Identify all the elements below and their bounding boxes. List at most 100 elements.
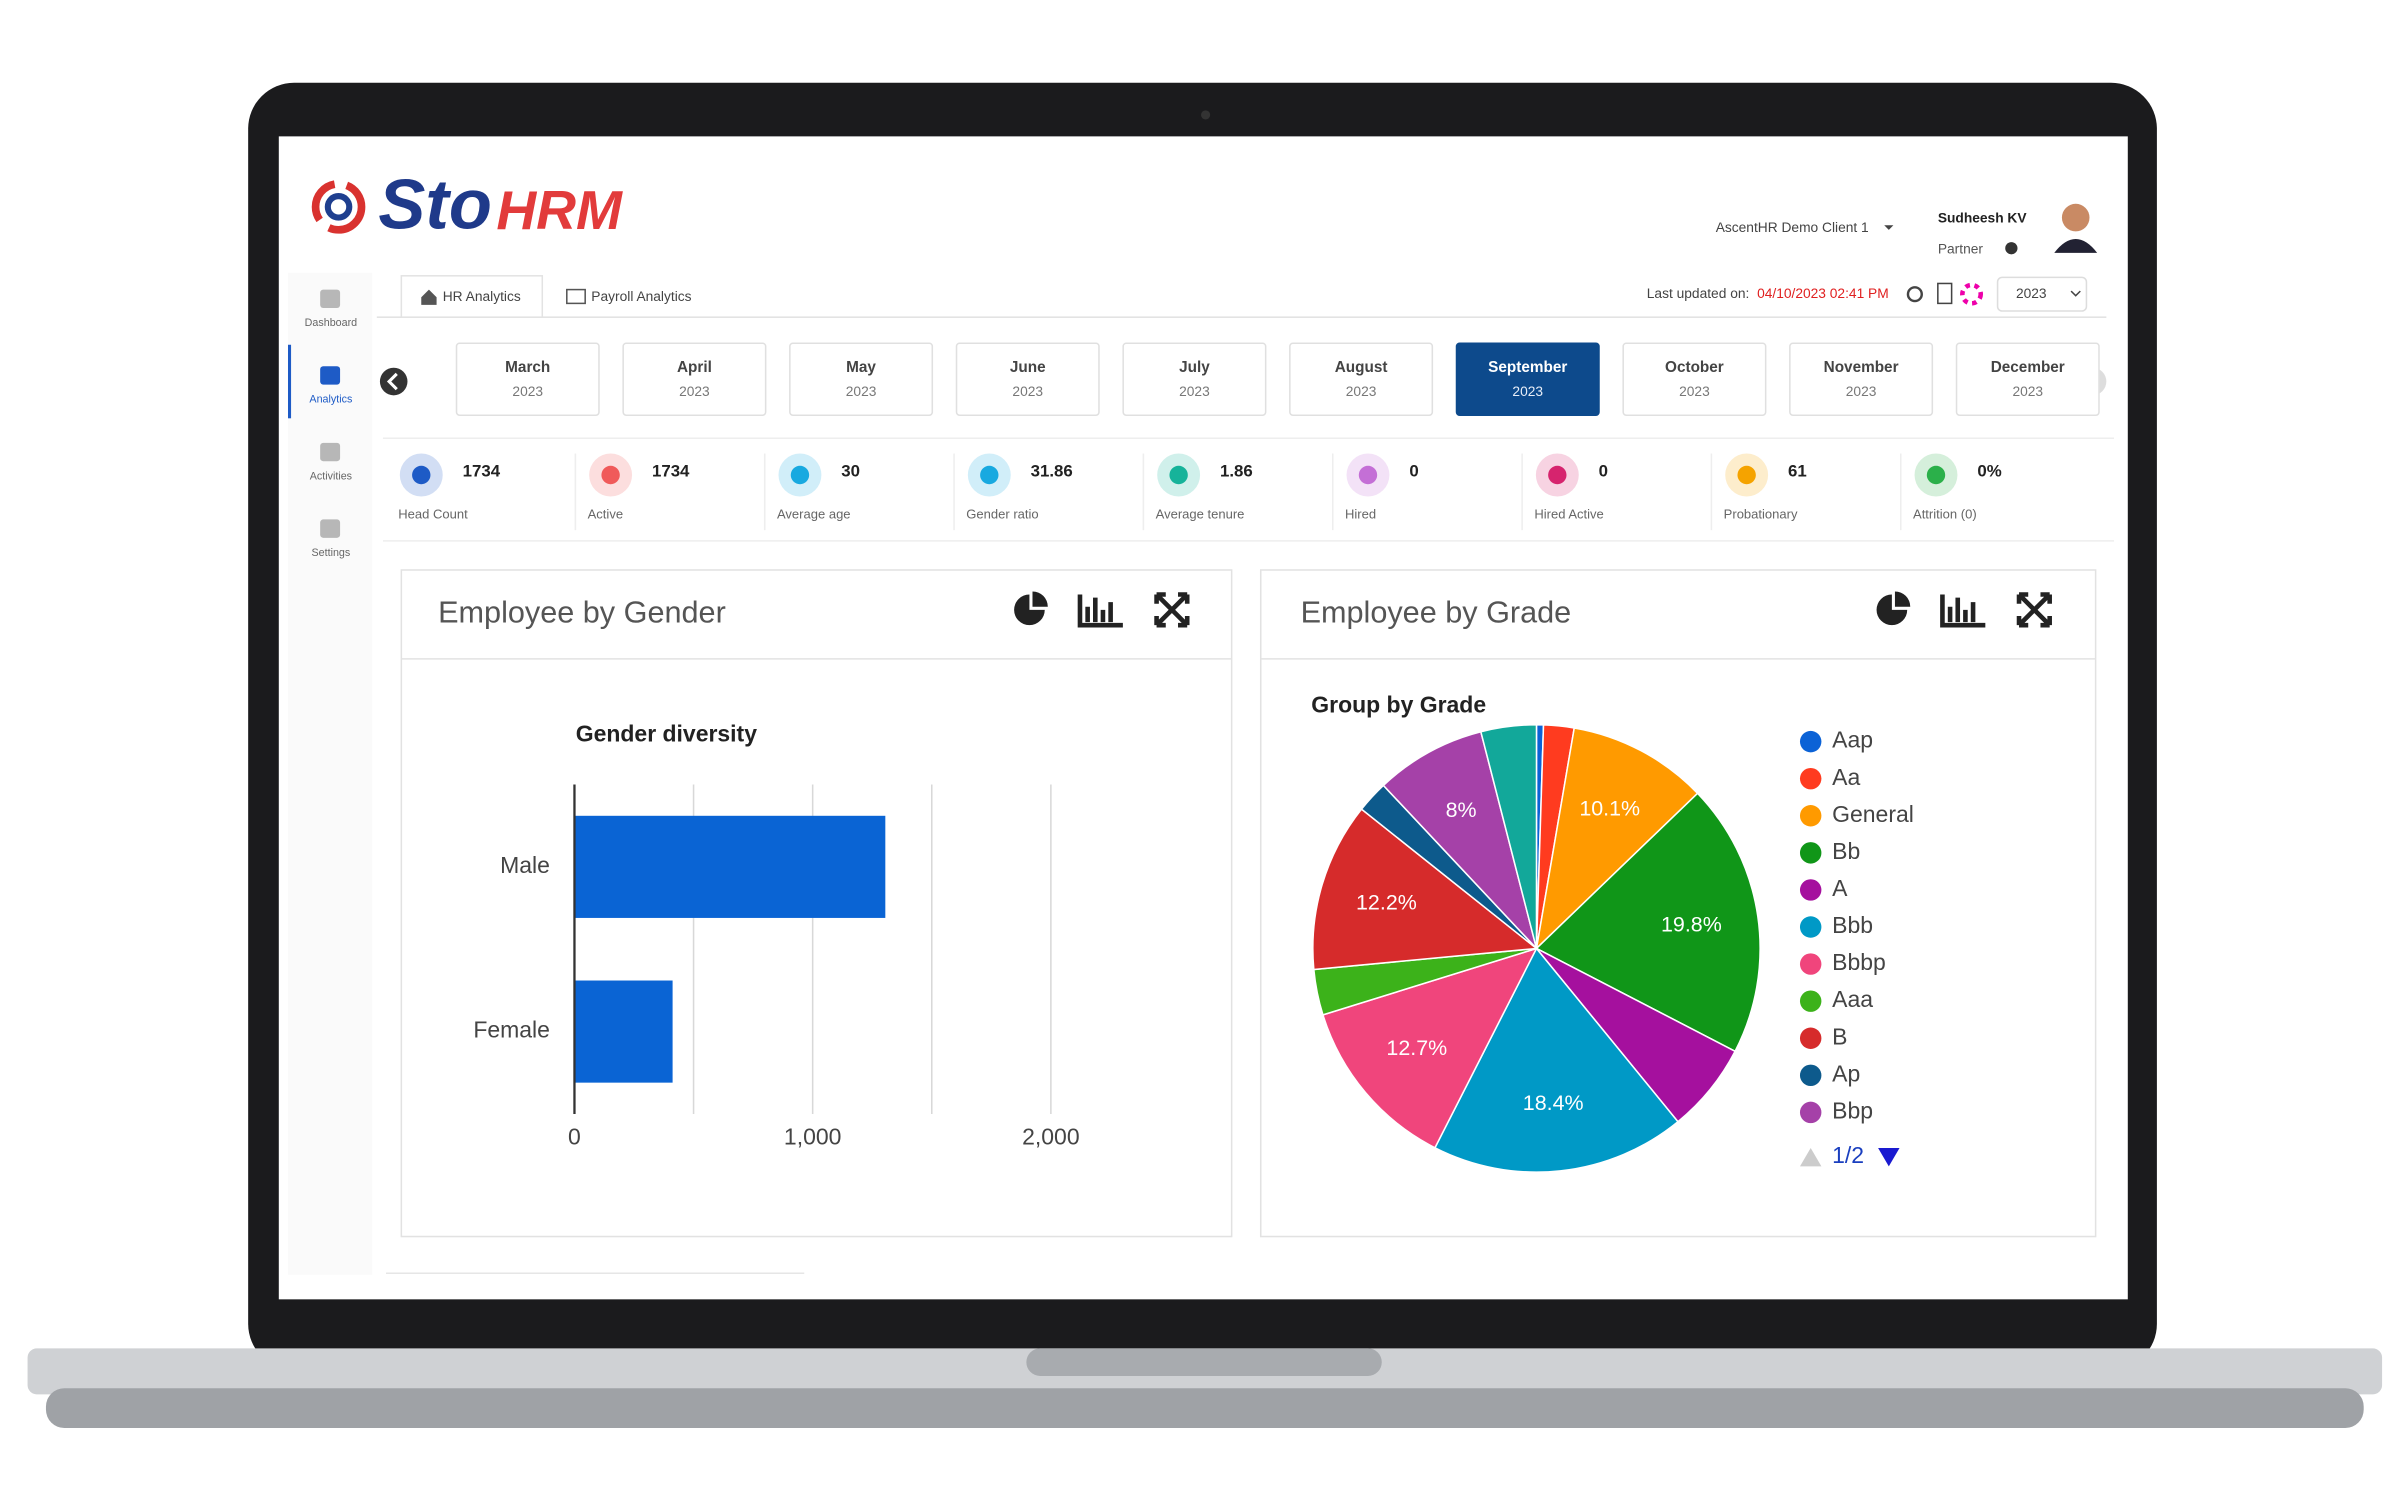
month-name[interactable]: October [1665, 359, 1724, 376]
month-card[interactable] [622, 342, 767, 417]
fullscreen-button[interactable] [1154, 592, 1190, 628]
legend-label[interactable]: General [1832, 801, 1914, 827]
month-name[interactable]: September [1488, 359, 1567, 376]
month-name[interactable]: March [505, 359, 550, 376]
kpi-label: Probationary [1724, 506, 1798, 521]
tab[interactable]: HR Analytics [443, 289, 521, 304]
legend-label[interactable]: Aap [1832, 727, 1873, 753]
legend-label[interactable]: Aaa [1832, 986, 1873, 1012]
month-year[interactable]: 2023 [1179, 384, 1210, 399]
legend-label[interactable]: Ap [1832, 1060, 1860, 1086]
legend-swatch [1799, 953, 1822, 975]
kpi-icon [980, 465, 999, 485]
sidebar-icon[interactable] [320, 366, 341, 385]
year-select[interactable] [1996, 276, 2088, 312]
sidebar-label[interactable]: Activities [310, 470, 352, 482]
year-value[interactable]: 2023 [2016, 286, 2047, 301]
kpi-icon [1358, 465, 1378, 485]
month-card[interactable] [955, 342, 1100, 417]
legend-label[interactable]: Bbbp [1832, 949, 1886, 975]
fullscreen-button[interactable] [2016, 592, 2052, 628]
pie-chart: Group by Grade 10.1% 19.8% 18.4% 12.7% 12.2% 8… [1311, 691, 1914, 1173]
pie-slice [1479, 723, 1538, 949]
chart-title: Gender diversity [576, 721, 757, 747]
kpi-label: Attrition (0) [1913, 506, 1977, 521]
pie-slice [1321, 947, 1538, 1149]
bar-view-button[interactable] [1940, 594, 1986, 628]
pie-slice [1312, 808, 1539, 971]
pie-view-button[interactable] [1014, 591, 1048, 626]
sidebar-label[interactable]: Dashboard [305, 317, 357, 329]
kpi-icon [601, 465, 620, 485]
month-name[interactable]: August [1335, 359, 1388, 376]
y-tick-label: Female [473, 1017, 550, 1043]
bar [574, 815, 886, 918]
month-year[interactable]: 2023 [1679, 384, 1710, 399]
color-icon[interactable] [1960, 282, 1984, 306]
month-name[interactable]: June [1010, 359, 1046, 376]
month-card[interactable] [1289, 342, 1434, 417]
sidebar-label[interactable]: Analytics [309, 394, 352, 406]
month-card[interactable] [1955, 342, 2100, 417]
client-selector[interactable]: AscentHR Demo Client 1 [1716, 220, 1869, 235]
prev-arrow[interactable] [379, 367, 408, 396]
month-year[interactable]: 2023 [679, 384, 710, 399]
kpi-icon [1737, 465, 1756, 485]
kpi-icon [1548, 465, 1567, 485]
logo: Sto HRM [311, 165, 623, 244]
month-year[interactable]: 2023 [846, 384, 877, 399]
panel-icons [1014, 591, 2052, 628]
sidebar-icon[interactable] [320, 289, 341, 308]
legend-next[interactable] [1878, 1147, 1900, 1167]
month-card[interactable] [789, 342, 934, 417]
legend-prev[interactable] [1799, 1147, 1822, 1167]
kpi-value: 0 [1599, 461, 1608, 480]
active-indicator [287, 344, 292, 419]
tab[interactable]: Payroll Analytics [591, 289, 691, 304]
month-year[interactable]: 2023 [1346, 384, 1377, 399]
month-card[interactable] [455, 342, 600, 417]
sidebar-icon[interactable] [320, 442, 341, 462]
month-name[interactable]: May [846, 359, 876, 376]
month-card[interactable] [1789, 342, 1934, 417]
kpi-value: 31.86 [1031, 461, 1073, 480]
legend-label[interactable]: A [1832, 875, 1848, 901]
month-year[interactable]: 2023 [1512, 384, 1543, 399]
payroll-icon [566, 288, 586, 305]
legend-label[interactable]: Bbp [1832, 1097, 1873, 1123]
month-card[interactable] [1122, 342, 1267, 417]
month-year[interactable]: 2023 [1846, 384, 1877, 399]
slice-label: 12.7% [1386, 1036, 1447, 1060]
tab-active[interactable] [400, 275, 544, 318]
bar-view-button[interactable] [1077, 594, 1123, 628]
month-name[interactable]: April [677, 359, 712, 376]
logo-accent: HRM [496, 179, 623, 241]
month-name[interactable]: November [1824, 359, 1899, 376]
sidebar-icon[interactable] [320, 519, 341, 538]
pie-view-button[interactable] [1876, 591, 1911, 626]
month-name[interactable]: July [1179, 359, 1210, 376]
month-card-active[interactable] [1455, 342, 1600, 417]
month-name[interactable]: December [1991, 359, 2065, 376]
legend-label[interactable]: Aa [1832, 764, 1860, 790]
pdf-icon[interactable] [1937, 282, 1953, 305]
select-caret [2070, 290, 2081, 297]
user-icon [2005, 242, 2018, 255]
avatar-head [2061, 203, 2090, 232]
legend-swatch [1799, 1027, 1822, 1049]
refresh-icon[interactable] [1906, 286, 1923, 303]
month-card[interactable] [1622, 342, 1767, 417]
laptop-notch [1026, 1348, 1382, 1376]
month-year[interactable]: 2023 [2012, 384, 2043, 399]
month-year[interactable]: 2023 [1012, 384, 1043, 399]
sidebar-label[interactable]: Settings [312, 547, 351, 559]
kpi-icon [790, 465, 810, 485]
legend-label[interactable]: B [1832, 1023, 1847, 1049]
avatar[interactable] [2054, 203, 2098, 253]
chart-title: Group by Grade [1311, 691, 1486, 717]
month-year[interactable]: 2023 [512, 384, 543, 399]
legend-label[interactable]: Bbb [1832, 912, 1873, 938]
legend-label[interactable]: Bb [1832, 838, 1860, 864]
kpi-value: 30 [841, 461, 860, 480]
kpi-label: Hired Active [1534, 506, 1603, 521]
